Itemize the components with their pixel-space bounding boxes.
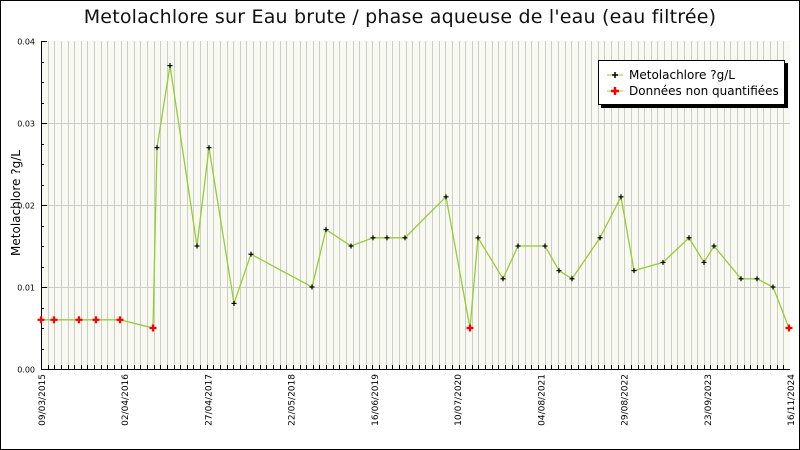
legend-item-measured: Metolachlore ?g/L	[607, 67, 735, 83]
x-tick-label: 09/03/2015	[38, 374, 48, 426]
x-tick-label: 29/08/2022	[621, 374, 631, 426]
legend: Metolachlore ?g/L Données non quantifiée…	[598, 60, 785, 105]
red-cross-marker-icon	[607, 85, 623, 97]
y-tick-label: 0.04	[17, 38, 35, 47]
x-tick-label: 02/04/2016	[121, 374, 131, 426]
y-tick-label: 0.01	[17, 284, 35, 293]
y-tick-label: 0.02	[17, 202, 35, 211]
x-tick-label: 22/05/2018	[288, 374, 298, 426]
x-tick-label: 16/06/2019	[371, 374, 381, 426]
x-tick-label: 16/11/2024	[787, 374, 797, 426]
y-tick-label: 0.00	[17, 366, 35, 375]
x-tick-label: 10/07/2020	[454, 374, 464, 426]
legend-item-non-quantified: Données non quantifiées	[607, 83, 779, 99]
y-tick-label: 0.03	[17, 120, 35, 129]
chart-title: Metolachlore sur Eau brute / phase aqueu…	[83, 6, 717, 28]
legend-label: Données non quantifiées	[629, 84, 779, 98]
black-cross-marker-icon	[607, 69, 623, 81]
x-tick-label: 23/09/2023	[704, 374, 714, 426]
x-tick-label: 04/08/2021	[537, 374, 547, 426]
x-tick-label: 27/04/2017	[204, 374, 214, 426]
legend-label: Metolachlore ?g/L	[629, 68, 735, 82]
